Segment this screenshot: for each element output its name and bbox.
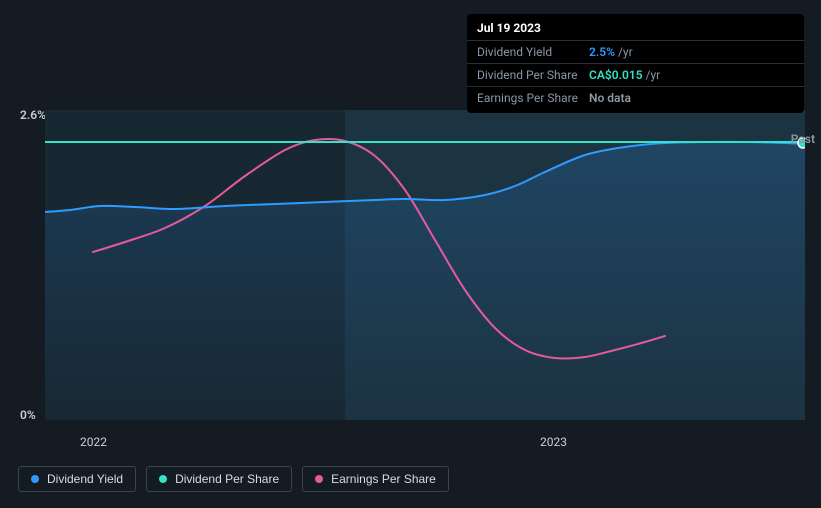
legend-dividend-yield[interactable]: Dividend Yield (18, 466, 136, 492)
tooltip-label: Dividend Yield (477, 45, 589, 59)
chart-tooltip: Jul 19 2023 Dividend Yield 2.5%/yr Divid… (467, 14, 804, 113)
legend-dot-icon (31, 475, 39, 483)
line-chart (45, 110, 805, 420)
tooltip-value: CA$0.015/yr (589, 68, 660, 82)
legend-label: Dividend Per Share (175, 472, 279, 486)
tooltip-row: Earnings Per Share No data (467, 87, 804, 113)
legend-earnings-per-share[interactable]: Earnings Per Share (302, 466, 449, 492)
tooltip-row: Dividend Yield 2.5%/yr (467, 41, 804, 64)
legend-dot-icon (315, 475, 323, 483)
legend-label: Dividend Yield (47, 472, 123, 486)
tooltip-label: Dividend Per Share (477, 68, 589, 82)
y-axis-min: 0% (20, 408, 36, 422)
legend-dot-icon (159, 475, 167, 483)
tooltip-date: Jul 19 2023 (467, 14, 804, 41)
tooltip-row: Dividend Per Share CA$0.015/yr (467, 64, 804, 87)
tooltip-value: 2.5%/yr (589, 45, 633, 59)
tooltip-value: No data (589, 91, 634, 105)
y-axis-max: 2.6% (20, 108, 46, 122)
x-axis-tick: 2022 (80, 435, 107, 449)
legend-label: Earnings Per Share (331, 472, 436, 486)
chart-area[interactable] (45, 110, 805, 420)
x-axis-tick: 2023 (540, 435, 567, 449)
legend-dividend-per-share[interactable]: Dividend Per Share (146, 466, 292, 492)
tooltip-label: Earnings Per Share (477, 91, 589, 105)
past-label: Past (791, 132, 815, 146)
legend: Dividend Yield Dividend Per Share Earnin… (18, 466, 449, 492)
